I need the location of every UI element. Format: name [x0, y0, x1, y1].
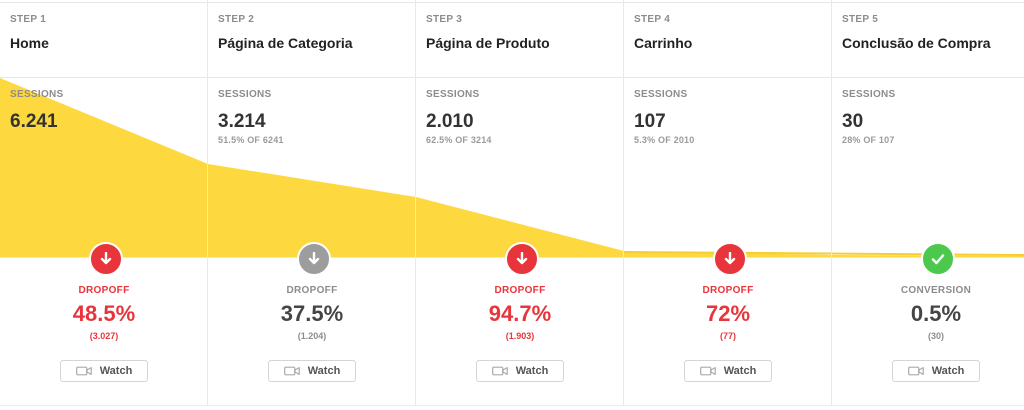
- arrow-down-icon: [308, 252, 320, 265]
- video-camera-icon: [283, 366, 300, 376]
- dropoff-count: (1.204): [297, 331, 327, 341]
- check-icon: [931, 254, 945, 265]
- video-camera-icon: [907, 366, 924, 376]
- header-divider: [0, 77, 1024, 78]
- watch-label: Watch: [307, 365, 341, 377]
- dropoff-percent: 37.5%: [280, 301, 344, 326]
- watch-button[interactable]: Watch: [268, 360, 356, 382]
- sessions-percent-of-previous: 51.5% OF 6241: [218, 135, 284, 145]
- conversion-label: CONVERSION: [900, 285, 972, 296]
- watch-label: Watch: [515, 365, 549, 377]
- dropoff-count: (77): [719, 331, 736, 341]
- sessions-count: 6.241: [10, 111, 58, 132]
- step-name: Página de Produto: [426, 35, 550, 51]
- arrow-down-icon: [724, 252, 736, 265]
- step-name: Home: [10, 35, 49, 51]
- conversion-count: (30): [927, 331, 944, 341]
- sessions-percent-of-previous: 28% OF 107: [842, 135, 895, 145]
- funnel-baseline-tail: [623, 251, 1024, 256]
- conversion-badge: [921, 242, 955, 276]
- step-number: STEP 3: [426, 14, 463, 25]
- video-camera-icon: [491, 366, 508, 376]
- column-divider: [415, 0, 416, 405]
- sessions-count: 3.214: [218, 111, 266, 132]
- column-divider: [207, 0, 208, 405]
- step-number: STEP 2: [218, 14, 255, 25]
- sessions-label: SESSIONS: [634, 89, 688, 100]
- funnel-step-carrinho: STEP 4 Carrinho SESSIONS 107 5.3% OF 201…: [624, 0, 832, 405]
- step-number: STEP 4: [634, 14, 671, 25]
- arrow-down-icon: [516, 252, 528, 265]
- step-number: STEP 1: [10, 14, 47, 25]
- step-name: Carrinho: [634, 35, 693, 51]
- bottom-divider: [0, 405, 1024, 406]
- conversion-percent: 0.5%: [910, 301, 962, 326]
- dropoff-badge: [713, 242, 747, 276]
- step-name: Conclusão de Compra: [842, 35, 991, 51]
- sessions-label: SESSIONS: [10, 89, 64, 100]
- dropoff-label: DROPOFF: [78, 285, 130, 296]
- dropoff-badge: [297, 242, 331, 276]
- column-divider: [623, 0, 624, 405]
- watch-label: Watch: [723, 365, 757, 377]
- dropoff-percent: 72%: [705, 301, 751, 326]
- dropoff-label: DROPOFF: [494, 285, 546, 296]
- funnel-step-conclusao: STEP 5 Conclusão de Compra SESSIONS 30 2…: [832, 0, 1024, 405]
- watch-button[interactable]: Watch: [60, 360, 148, 382]
- watch-label: Watch: [931, 365, 965, 377]
- watch-label: Watch: [99, 365, 133, 377]
- funnel-step-produto: STEP 3 Página de Produto SESSIONS 2.010 …: [416, 0, 624, 405]
- step-number: STEP 5: [842, 14, 879, 25]
- dropoff-count: (3.027): [89, 331, 119, 341]
- sessions-label: SESSIONS: [426, 89, 480, 100]
- video-camera-icon: [699, 366, 716, 376]
- watch-button[interactable]: Watch: [476, 360, 564, 382]
- watch-button[interactable]: Watch: [684, 360, 772, 382]
- funnel-area: [0, 78, 1024, 257]
- dropoff-badge: [505, 242, 539, 276]
- sessions-count: 2.010: [426, 111, 474, 132]
- video-camera-icon: [75, 366, 92, 376]
- arrow-down-icon: [100, 252, 112, 265]
- dropoff-percent: 94.7%: [488, 301, 552, 326]
- dropoff-count: (1.903): [505, 331, 535, 341]
- step-name: Página de Categoria: [218, 35, 353, 51]
- dropoff-label: DROPOFF: [702, 285, 754, 296]
- column-divider: [831, 0, 832, 405]
- sessions-label: SESSIONS: [842, 89, 896, 100]
- sessions-percent-of-previous: 5.3% OF 2010: [634, 135, 695, 145]
- watch-button[interactable]: Watch: [892, 360, 980, 382]
- sessions-count: 107: [634, 111, 666, 132]
- sessions-label: SESSIONS: [218, 89, 272, 100]
- funnel-step-categoria: STEP 2 Página de Categoria SESSIONS 3.21…: [208, 0, 416, 405]
- dropoff-label: DROPOFF: [286, 285, 338, 296]
- dropoff-percent: 48.5%: [72, 301, 136, 326]
- dropoff-badge: [89, 242, 123, 276]
- sessions-percent-of-previous: 62.5% OF 3214: [426, 135, 492, 145]
- sessions-count: 30: [842, 111, 864, 132]
- top-divider: [0, 2, 1024, 3]
- funnel-step-home: STEP 1 Home SESSIONS 6.241 DROPOFF 48.5%…: [0, 0, 208, 405]
